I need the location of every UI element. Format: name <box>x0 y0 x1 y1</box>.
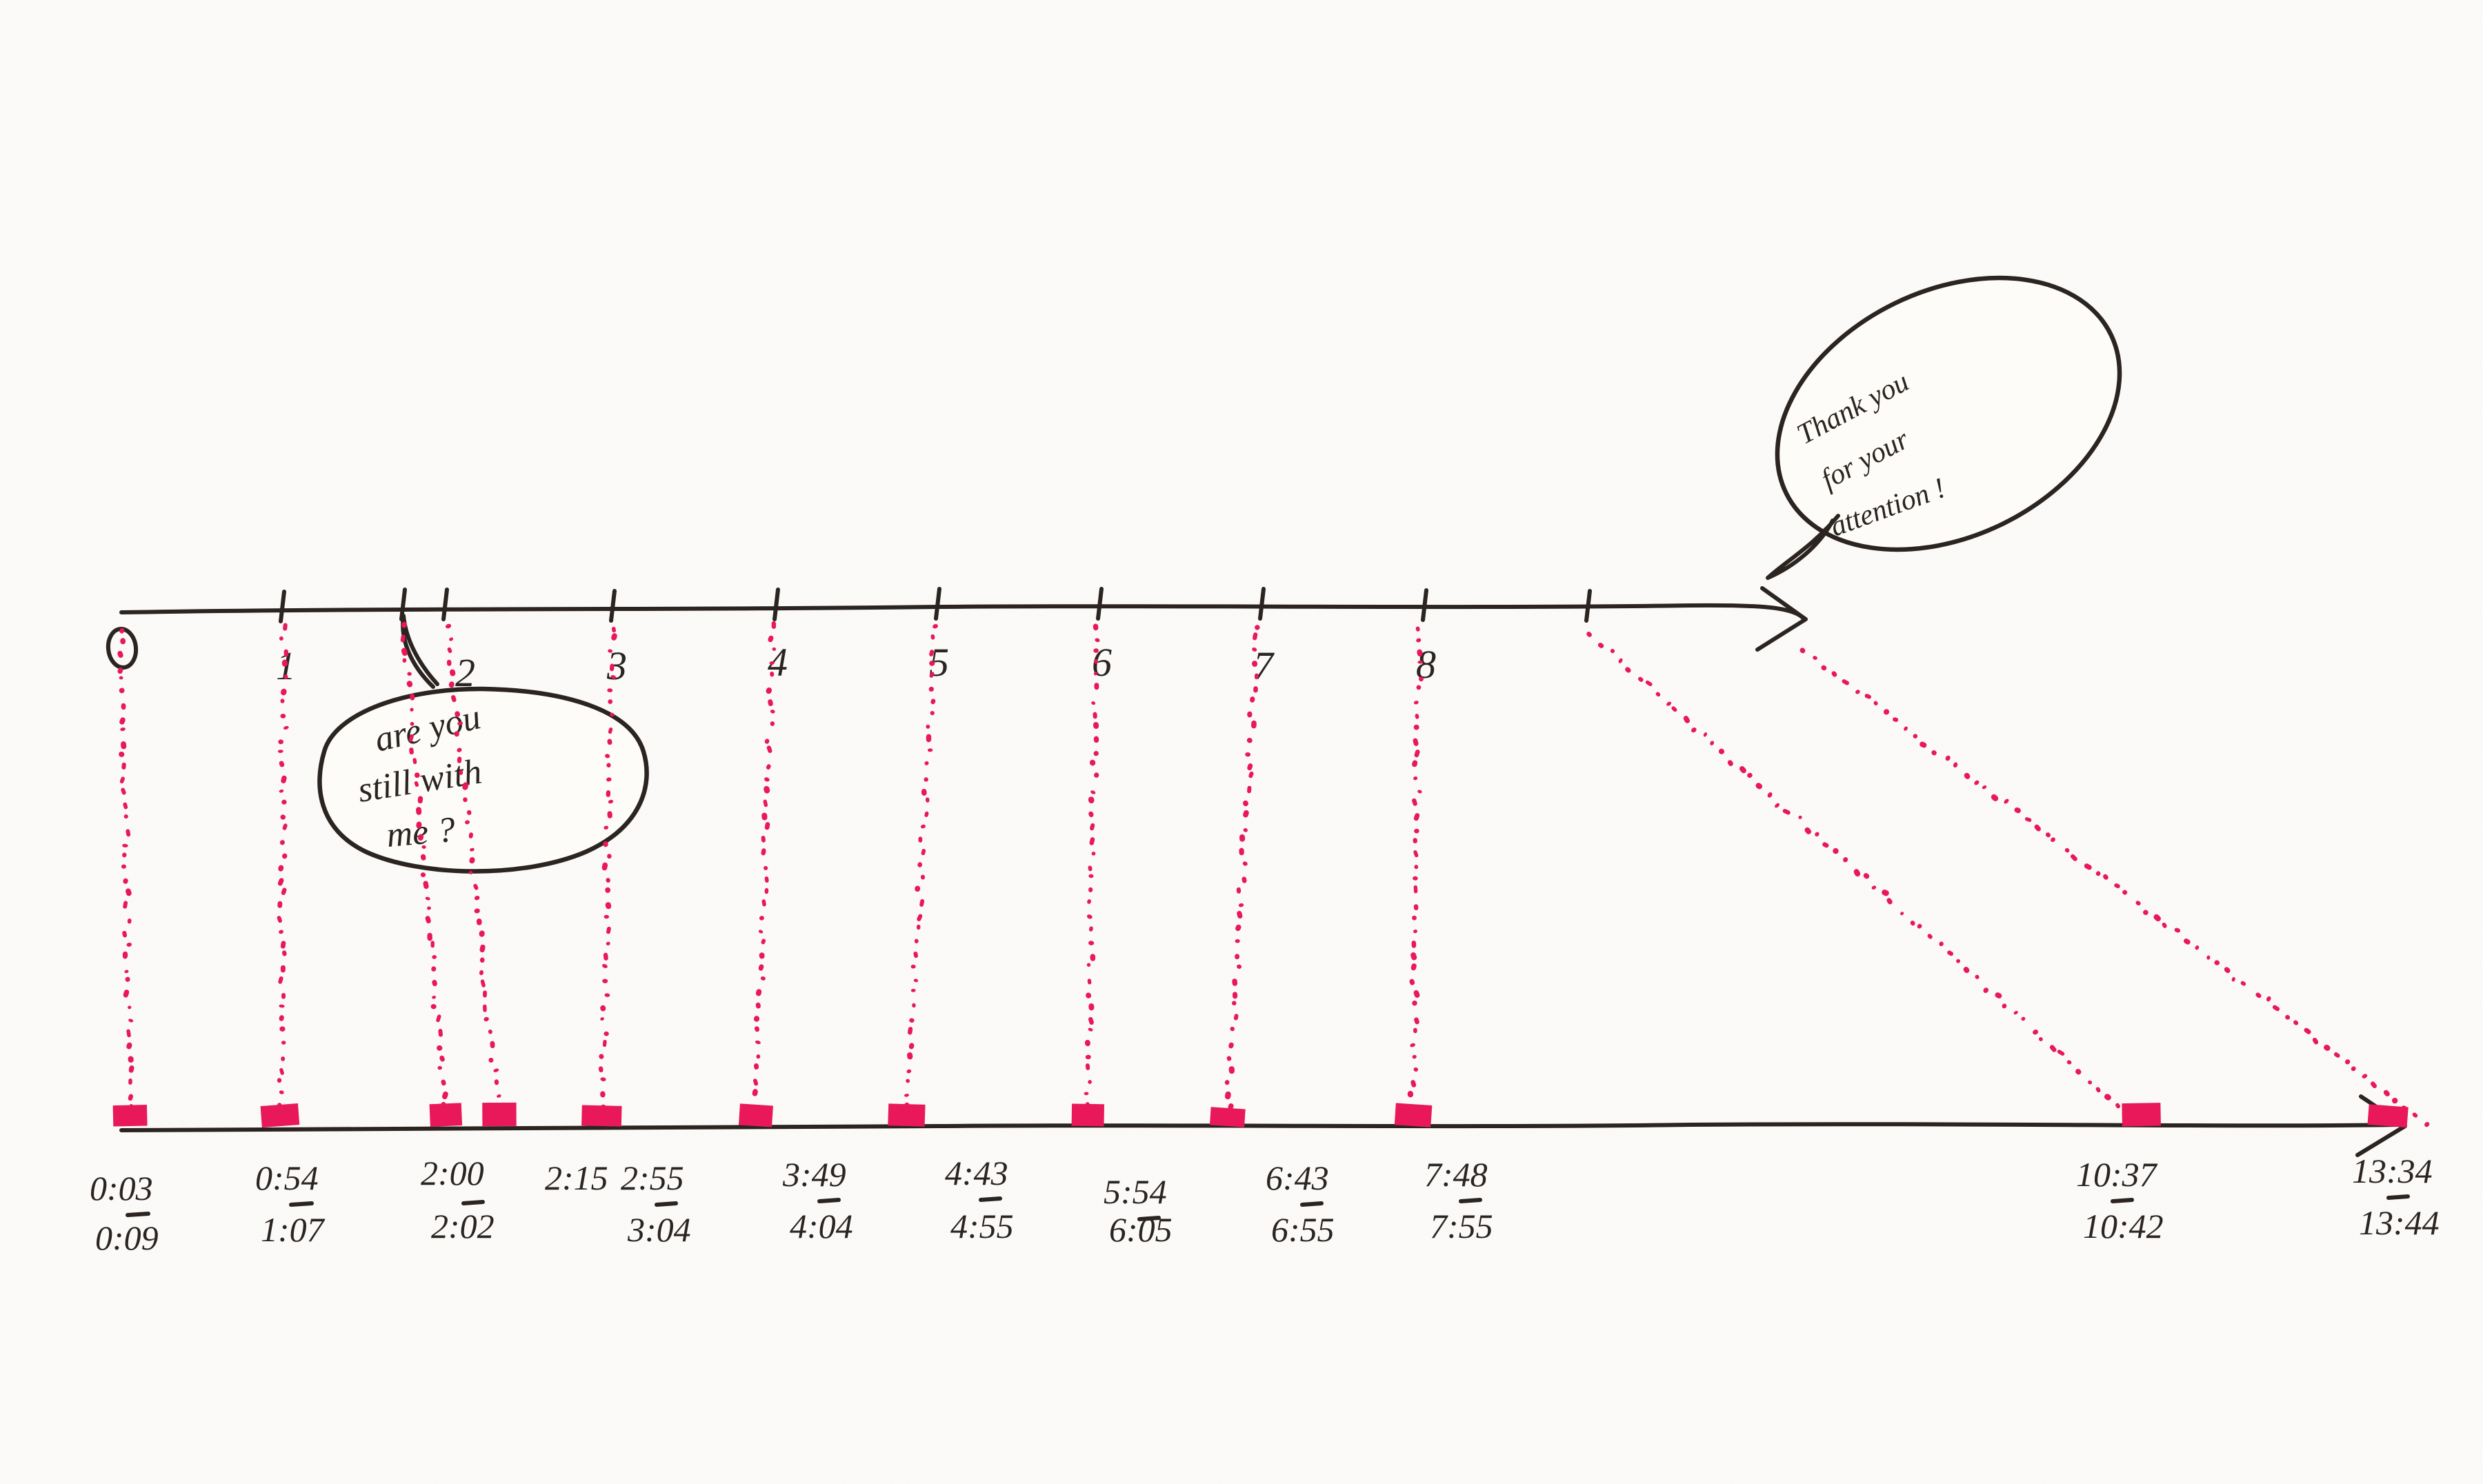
svg-text:6:05: 6:05 <box>1109 1210 1173 1249</box>
svg-text:8: 8 <box>1416 642 1436 687</box>
svg-text:6:55: 6:55 <box>1271 1210 1335 1249</box>
svg-text:2:55: 2:55 <box>621 1159 684 1197</box>
svg-text:1:07: 1:07 <box>261 1210 326 1249</box>
svg-text:13:34: 13:34 <box>2352 1152 2433 1190</box>
svg-text:4:04: 4:04 <box>790 1207 853 1245</box>
svg-text:2:02: 2:02 <box>431 1207 495 1245</box>
svg-text:0:09: 0:09 <box>95 1219 159 1257</box>
svg-text:3:49: 3:49 <box>782 1155 846 1194</box>
svg-text:0:03: 0:03 <box>90 1169 153 1207</box>
svg-text:2:15: 2:15 <box>545 1159 608 1197</box>
svg-text:me ?: me ? <box>385 810 457 854</box>
svg-text:10:37: 10:37 <box>2076 1155 2158 1194</box>
svg-text:4:43: 4:43 <box>945 1154 1008 1192</box>
svg-text:3:04: 3:04 <box>627 1210 691 1249</box>
svg-text:7:55: 7:55 <box>1430 1207 1493 1245</box>
svg-text:6:43: 6:43 <box>1266 1159 1329 1197</box>
svg-text:7:48: 7:48 <box>1424 1155 1488 1194</box>
svg-text:4:55: 4:55 <box>950 1207 1014 1245</box>
svg-text:2:00: 2:00 <box>421 1154 484 1192</box>
svg-text:13:44: 13:44 <box>2359 1203 2440 1242</box>
svg-text:0:54: 0:54 <box>255 1159 319 1197</box>
svg-text:10:42: 10:42 <box>2083 1207 2164 1245</box>
svg-text:5:54: 5:54 <box>1104 1172 1167 1211</box>
